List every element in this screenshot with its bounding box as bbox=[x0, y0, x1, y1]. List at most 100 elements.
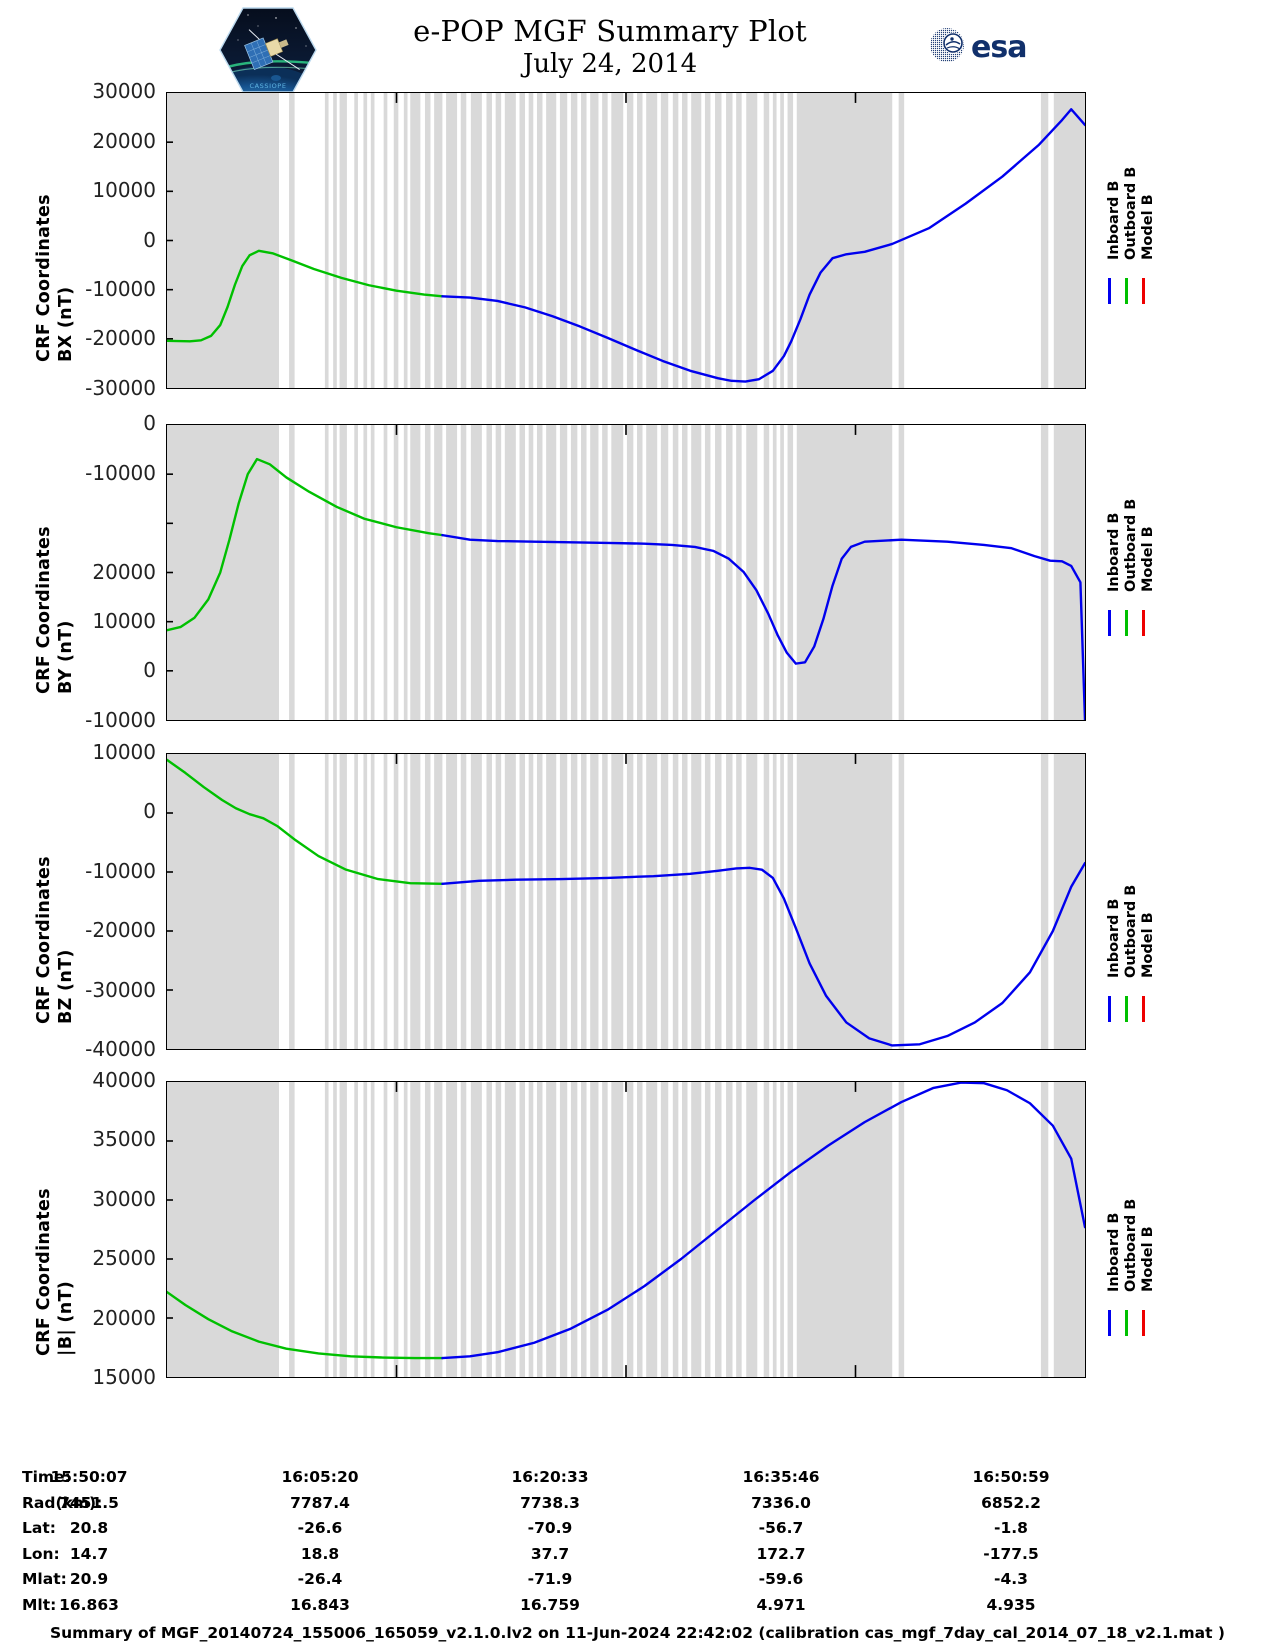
data-gap-band bbox=[167, 1082, 279, 1377]
data-gap-band bbox=[691, 93, 702, 388]
legend-label-outboard: Outboard B bbox=[1123, 884, 1139, 978]
y-tick-label: 25000 bbox=[92, 1246, 156, 1271]
data-gap-band bbox=[736, 93, 742, 388]
y-tick-label: 0 bbox=[143, 658, 156, 683]
data-gap-band bbox=[546, 425, 557, 720]
data-gap-band bbox=[637, 93, 643, 388]
data-gap-band bbox=[403, 425, 408, 720]
table-cell: 20.8 bbox=[69, 1519, 109, 1537]
mission-patch-caption: CASSIOPE bbox=[249, 82, 286, 90]
cassiope-mission-patch-icon: CASSIOPE bbox=[218, 6, 318, 94]
y-tick-label: -30000 bbox=[85, 977, 156, 1002]
data-gap-band bbox=[403, 93, 408, 388]
data-gap-band bbox=[434, 425, 443, 720]
data-gap-band bbox=[726, 425, 733, 720]
data-gap-band bbox=[470, 1082, 482, 1377]
data-gap-band bbox=[1040, 93, 1049, 388]
data-gap-band bbox=[796, 1082, 893, 1377]
data-gap-band bbox=[681, 754, 688, 1049]
y-tick-label: -40000 bbox=[85, 1037, 156, 1061]
table-cell: 16:05:20 bbox=[281, 1468, 359, 1486]
data-gap-band bbox=[383, 93, 388, 388]
data-gap-band bbox=[590, 1082, 599, 1377]
data-gap-band bbox=[410, 425, 421, 720]
table-cell: 16.863 bbox=[59, 1595, 119, 1614]
data-gap-band bbox=[370, 1082, 375, 1377]
data-gap-band bbox=[772, 425, 777, 720]
data-gap-band bbox=[363, 1082, 368, 1377]
y-tick-label: 20000 bbox=[92, 128, 156, 153]
data-gap-band bbox=[528, 754, 534, 1049]
data-gap-band bbox=[1053, 93, 1085, 388]
data-gap-band bbox=[660, 1082, 669, 1377]
data-gap-band bbox=[726, 754, 733, 1049]
data-gap-band bbox=[681, 93, 688, 388]
data-gap-band bbox=[746, 93, 758, 388]
babs-axis-label: CRF Coordinates |B| (nT) bbox=[34, 1188, 76, 1356]
data-gap-band bbox=[691, 425, 702, 720]
legend-label-model: Model B bbox=[1140, 912, 1156, 978]
data-gap-band bbox=[570, 425, 578, 720]
data-gap-band bbox=[715, 754, 722, 1049]
data-gap-band bbox=[434, 754, 443, 1049]
data-gap-band bbox=[363, 425, 368, 720]
table-row: Mlt: 16.863 16.843 16.759 4.971 4.935 bbox=[0, 1596, 1275, 1622]
data-gap-band bbox=[486, 754, 492, 1049]
y-tick-label: 10000 bbox=[92, 177, 156, 202]
legend-label-inboard: Inboard B bbox=[1106, 1212, 1122, 1292]
data-gap-band bbox=[796, 93, 893, 388]
legend-key-inboard bbox=[1108, 278, 1111, 304]
table-cell: 172.7 bbox=[756, 1544, 806, 1563]
data-gap-band bbox=[726, 93, 733, 388]
y-tick-label: 35000 bbox=[92, 1127, 156, 1152]
data-gap-band bbox=[559, 425, 568, 720]
data-gap-band bbox=[660, 93, 669, 388]
data-gap-band bbox=[486, 425, 492, 720]
table-cell: 37.7 bbox=[530, 1544, 570, 1563]
data-gap-band bbox=[898, 425, 905, 720]
data-gap-band bbox=[772, 754, 777, 1049]
data-gap-band bbox=[704, 425, 711, 720]
data-gap-band bbox=[339, 754, 347, 1049]
data-gap-band bbox=[504, 93, 516, 388]
data-gap-band bbox=[726, 1082, 733, 1377]
data-gap-band bbox=[763, 1082, 770, 1377]
data-gap-band bbox=[434, 93, 443, 388]
data-gap-band bbox=[672, 425, 679, 720]
data-gap-band bbox=[787, 93, 794, 388]
data-gap-band bbox=[504, 1082, 516, 1377]
footer-caption: Summary of MGF_20140724_155006_165059_v2… bbox=[49, 1624, 1226, 1642]
table-cell: -56.7 bbox=[758, 1519, 804, 1537]
data-gap-band bbox=[546, 93, 557, 388]
data-gap-band bbox=[611, 93, 624, 388]
data-gap-band bbox=[787, 754, 794, 1049]
y-tick-label: 20000 bbox=[92, 559, 156, 584]
y-tick-label: -10000 bbox=[85, 460, 156, 485]
data-gap-band bbox=[787, 425, 794, 720]
data-gap-band bbox=[434, 1082, 443, 1377]
y-tick-label: -10000 bbox=[85, 277, 156, 301]
table-row: Mlat: 20.9 -26.4 -71.9 -59.6 -4.3 bbox=[0, 1570, 1275, 1596]
data-gap-band bbox=[637, 754, 643, 1049]
data-gap-band bbox=[486, 93, 492, 388]
table-cell: 20.9 bbox=[69, 1570, 109, 1588]
y-tick-label: 0 bbox=[143, 227, 156, 252]
table-cell: 15:50:07 bbox=[50, 1468, 128, 1486]
data-gap-band bbox=[772, 1082, 777, 1377]
table-cell: 4.971 bbox=[756, 1595, 806, 1614]
data-gap-band bbox=[519, 754, 526, 1049]
y-tick-label: 30000 bbox=[92, 1186, 156, 1211]
data-gap-band bbox=[780, 754, 784, 1049]
table-cell: -59.6 bbox=[758, 1570, 804, 1588]
data-gap-band bbox=[660, 754, 669, 1049]
data-gap-band bbox=[167, 754, 279, 1049]
legend-key-outboard bbox=[1125, 278, 1128, 304]
table-row-label: Lat: bbox=[22, 1519, 56, 1537]
data-gap-band bbox=[424, 1082, 431, 1377]
data-gap-band bbox=[536, 93, 543, 388]
data-gap-band bbox=[354, 93, 358, 388]
table-cell: 7787.4 bbox=[290, 1493, 350, 1512]
series-line-inboard-b bbox=[441, 1082, 1085, 1360]
data-gap-band bbox=[393, 1082, 399, 1377]
data-gap-band bbox=[746, 754, 758, 1049]
